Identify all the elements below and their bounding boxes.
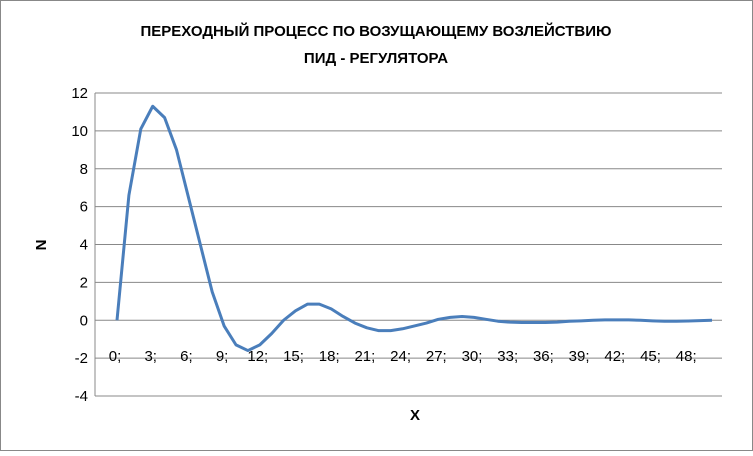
x-tick-label: 36; — [533, 348, 554, 365]
x-axis-title: X — [410, 407, 420, 424]
x-tick-label: 6; — [180, 348, 193, 365]
x-tick-label: 39; — [569, 348, 590, 365]
y-tick-label: 8 — [80, 161, 88, 178]
y-tick-label: 10 — [71, 123, 88, 140]
chart-title: ПИД - РЕГУЛЯТОРА — [304, 50, 448, 67]
x-tick-label: 9; — [216, 348, 229, 365]
y-tick-label: 2 — [80, 274, 88, 291]
x-tick-label: 12; — [247, 348, 268, 365]
x-tick-label: 45; — [640, 348, 661, 365]
x-tick-label: 3; — [144, 348, 157, 365]
x-tick-label: 42; — [604, 348, 625, 365]
x-tick-label: 48; — [676, 348, 697, 365]
line — [115, 104, 713, 353]
y-tick-label: 4 — [80, 237, 88, 254]
y-tick-label: 6 — [80, 199, 88, 216]
chart-title: ПЕРЕХОДНЫЙ ПРОЦЕСС ПО ВОЗУЩАЮЩЕМУ ВОЗЛЕЙ… — [140, 22, 611, 40]
x-tick-label: 27; — [426, 348, 447, 365]
y-tick-label: 0 — [80, 312, 88, 329]
x-tick-label: 33; — [497, 348, 518, 365]
y-tick-label: -2 — [75, 350, 88, 367]
y-tick-label: 12 — [71, 85, 88, 102]
y-tick-label: -4 — [75, 388, 88, 405]
x-tick-label: 18; — [319, 348, 340, 365]
x-tick-label: 30; — [462, 348, 483, 365]
x-tick-label: 21; — [354, 348, 375, 365]
y-axis-title: N — [33, 240, 50, 251]
x-tick-label: 15; — [283, 348, 304, 365]
x-tick-label: 0; — [109, 348, 122, 365]
x-tick-label: 24; — [390, 348, 411, 365]
